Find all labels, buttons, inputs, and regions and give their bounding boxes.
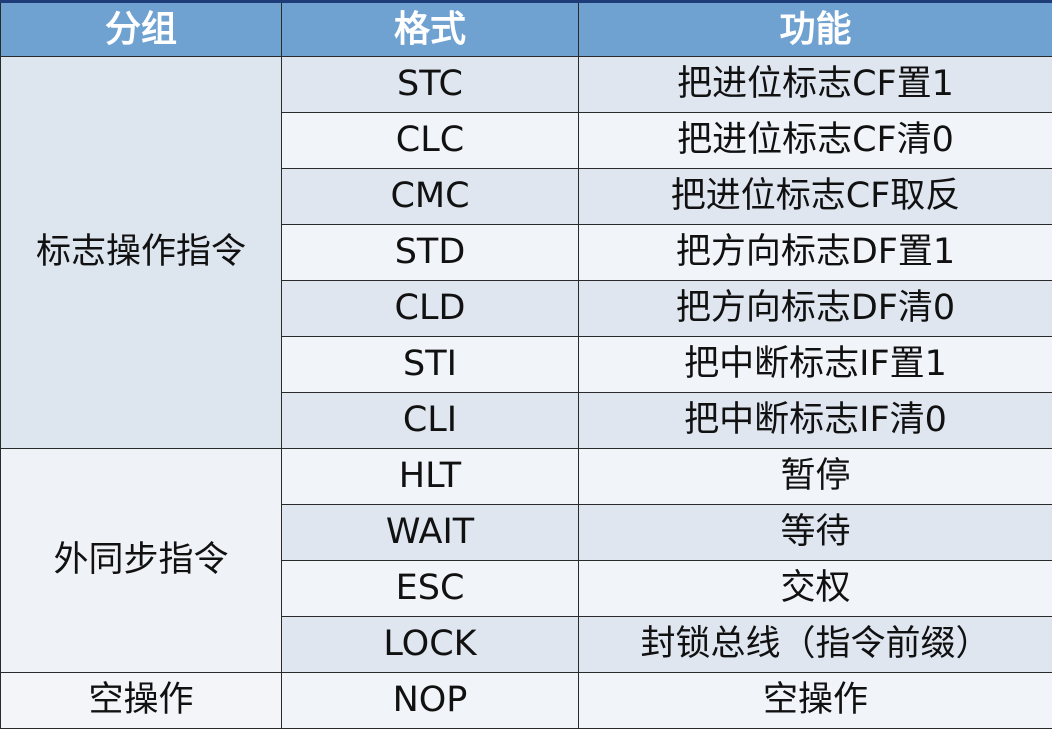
function-cell: 把方向标志DF置1 xyxy=(579,225,1052,281)
function-cell: 把中断标志IF清0 xyxy=(579,393,1052,449)
format-cell: STC xyxy=(282,57,579,113)
function-cell: 把方向标志DF清0 xyxy=(579,281,1052,337)
header-group: 分组 xyxy=(1,2,282,57)
header-row: 分组 格式 功能 xyxy=(1,2,1052,57)
format-cell: STD xyxy=(282,225,579,281)
header-format: 格式 xyxy=(282,2,579,57)
function-cell: 把进位标志CF置1 xyxy=(579,57,1052,113)
format-cell: CLC xyxy=(282,113,579,169)
function-cell: 把进位标志CF清0 xyxy=(579,113,1052,169)
format-cell: WAIT xyxy=(282,505,579,561)
group-cell: 标志操作指令 xyxy=(1,57,282,449)
function-cell: 把中断标志IF置1 xyxy=(579,337,1052,393)
function-cell: 暂停 xyxy=(579,449,1052,505)
format-cell: LOCK xyxy=(282,617,579,673)
group-cell: 空操作 xyxy=(1,673,282,729)
function-cell: 把进位标志CF取反 xyxy=(579,169,1052,225)
format-cell: STI xyxy=(282,337,579,393)
format-cell: CLD xyxy=(282,281,579,337)
format-cell: HLT xyxy=(282,449,579,505)
format-cell: CLI xyxy=(282,393,579,449)
format-cell: NOP xyxy=(282,673,579,729)
format-cell: CMC xyxy=(282,169,579,225)
function-cell: 等待 xyxy=(579,505,1052,561)
function-cell: 交权 xyxy=(579,561,1052,617)
header-function: 功能 xyxy=(579,2,1052,57)
group-cell: 外同步指令 xyxy=(1,449,282,673)
function-cell: 封锁总线（指令前缀） xyxy=(579,617,1052,673)
format-cell: ESC xyxy=(282,561,579,617)
function-cell: 空操作 xyxy=(579,673,1052,729)
